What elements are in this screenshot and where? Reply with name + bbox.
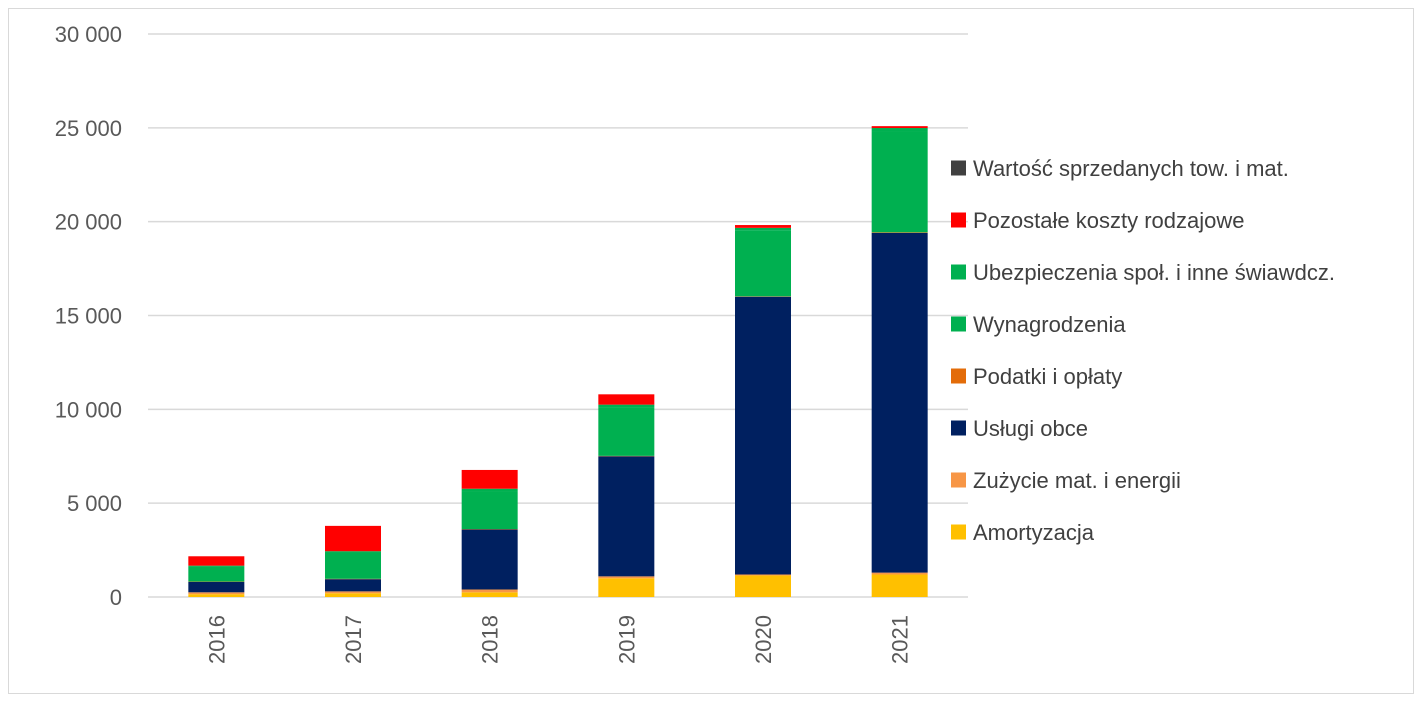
bar-segment xyxy=(598,407,655,456)
bar-segment xyxy=(188,581,245,593)
bar-segment xyxy=(461,592,518,597)
y-tick-label: 20 000 xyxy=(55,210,122,235)
bar-segment xyxy=(598,394,655,405)
bar-segment xyxy=(735,575,791,597)
x-tick-label: 2021 xyxy=(888,615,913,664)
legend-label: Pozostałe koszty rodzajowe xyxy=(973,208,1244,233)
legend: Wartość sprzedanych tow. i mat. Pozostałe… xyxy=(951,156,1335,545)
bar-segment xyxy=(871,574,928,597)
y-axis-tick-labels: 0 5 000 10 000 15 000 20 000 25 000 30 000 xyxy=(55,22,122,610)
y-tick-label: 30 000 xyxy=(55,22,122,47)
x-tick-label: 2017 xyxy=(341,615,366,664)
bar-segment xyxy=(871,126,928,129)
bar-segment xyxy=(325,591,381,594)
bar-segment xyxy=(871,131,928,233)
y-tick-label: 15 000 xyxy=(55,304,122,329)
x-tick-label: 2018 xyxy=(478,615,503,664)
bar-segment xyxy=(188,594,245,597)
y-tick-label: 25 000 xyxy=(55,116,122,141)
legend-swatch xyxy=(951,316,966,332)
x-tick-label: 2019 xyxy=(614,615,639,664)
bar-segment xyxy=(735,225,791,228)
bar-segment xyxy=(461,589,518,593)
bar-segment xyxy=(188,556,245,566)
bar-segment xyxy=(871,572,928,575)
legend-label: Wynagrodzenia xyxy=(973,312,1126,337)
y-tick-label: 5 000 xyxy=(67,491,122,516)
bar-segment xyxy=(325,593,381,597)
bar-segment xyxy=(735,230,791,297)
legend-swatch xyxy=(951,212,966,228)
legend-label: Amortyzacja xyxy=(973,520,1095,545)
bar-segment xyxy=(871,232,928,573)
bar-segment xyxy=(325,552,381,579)
bar-segment xyxy=(735,296,791,575)
legend-swatch xyxy=(951,420,966,436)
bar-segment xyxy=(325,551,381,553)
legend-label: Zużycie mat. i energii xyxy=(973,468,1181,493)
bar-segment xyxy=(735,574,791,576)
legend-swatch xyxy=(951,472,966,488)
legend-label: Ubezpieczenia społ. i inne świawdcz. xyxy=(973,260,1335,285)
bar-segment xyxy=(871,128,928,132)
bar-segment xyxy=(325,579,381,592)
y-tick-label: 0 xyxy=(110,585,122,610)
bar-segment xyxy=(598,578,655,597)
bar-segment xyxy=(188,565,245,567)
bars xyxy=(188,126,928,597)
x-tick-label: 2016 xyxy=(204,615,229,664)
bar-segment xyxy=(325,525,381,552)
bar-segment xyxy=(598,576,655,579)
legend-swatch xyxy=(951,368,966,384)
legend-label: Usługi obce xyxy=(973,416,1088,441)
bar-segment xyxy=(461,491,518,530)
bar-segment xyxy=(461,488,518,492)
bar-segment xyxy=(461,529,518,590)
bar-segment xyxy=(735,227,791,231)
bar-segment xyxy=(598,456,655,577)
y-tick-label: 10 000 xyxy=(55,397,122,422)
legend-label: Podatki i opłaty xyxy=(973,364,1122,389)
bar-segment xyxy=(598,404,655,408)
x-tick-label: 2020 xyxy=(751,615,776,664)
bar-segment xyxy=(871,232,928,233)
legend-swatch xyxy=(951,524,966,540)
gridlines xyxy=(148,33,968,598)
legend-label: Wartość sprzedanych tow. i mat. xyxy=(973,156,1289,181)
bar-segment xyxy=(188,592,245,595)
x-axis-tick-labels: 2016 2017 2018 2019 2020 2021 xyxy=(204,615,912,664)
bar-segment xyxy=(188,566,245,582)
legend-swatch xyxy=(951,264,966,280)
bar-segment xyxy=(461,469,518,489)
legend-swatch xyxy=(951,160,966,176)
